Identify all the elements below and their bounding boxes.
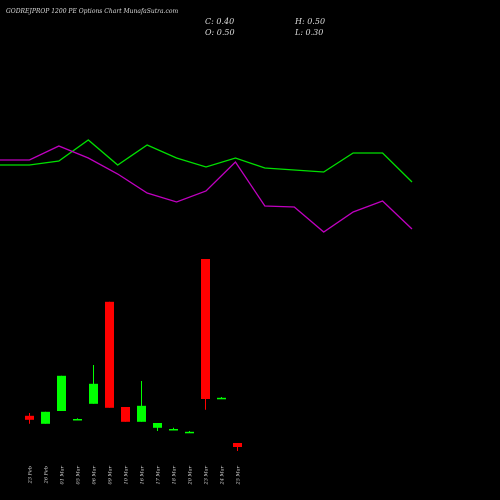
candle-body xyxy=(25,415,34,420)
candle-body xyxy=(153,423,162,428)
x-tick-label: 01 Mar xyxy=(60,465,66,484)
x-tick-label: 25 Mar xyxy=(236,465,242,485)
x-tick-label: 26 Feb xyxy=(44,466,50,484)
chart-title: GODREJPROP 1200 PE Options Chart MunafaS… xyxy=(6,8,178,15)
x-tick-label: 09 Mar xyxy=(108,465,114,484)
readout: L: 0.30 xyxy=(294,28,323,37)
candle-body xyxy=(73,419,82,421)
candle-body xyxy=(233,443,242,447)
x-tick-label: 17 Mar xyxy=(156,465,162,484)
x-tick-label: 23 Feb xyxy=(28,466,34,484)
readout: O: 0.50 xyxy=(205,28,235,37)
candle-body xyxy=(105,301,114,408)
x-tick-label: 16 Mar xyxy=(140,465,146,484)
x-tick-label: 20 Mar xyxy=(188,465,194,485)
readout: C: 0.40 xyxy=(205,17,234,26)
candle-body xyxy=(121,407,130,422)
x-tick-label: 18 Mar xyxy=(172,465,178,484)
candle-body xyxy=(137,405,146,422)
candle-body xyxy=(169,429,178,431)
x-tick-label: 05 Mar xyxy=(76,465,82,484)
candle-body xyxy=(217,397,226,400)
x-tick-label: 06 Mar xyxy=(92,465,98,484)
candle-body xyxy=(185,431,194,434)
x-tick-label: 23 Mar xyxy=(204,465,210,485)
line xyxy=(0,145,413,233)
candle-body xyxy=(89,383,98,404)
x-tick-label: 10 Mar xyxy=(124,465,130,484)
candle-body xyxy=(201,259,210,399)
line xyxy=(0,139,413,183)
readout: H: 0.50 xyxy=(294,17,325,26)
x-tick-label: 24 Mar xyxy=(220,465,226,485)
candle-body xyxy=(57,375,66,411)
candle-body xyxy=(41,411,50,424)
